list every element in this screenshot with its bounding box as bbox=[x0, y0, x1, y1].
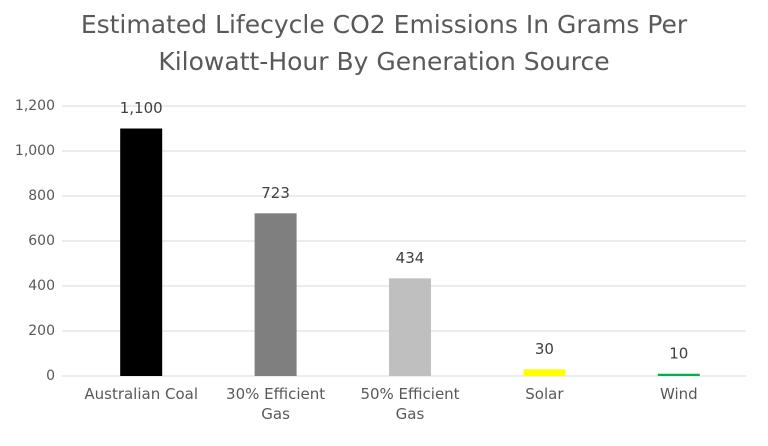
value-label: 10 bbox=[669, 344, 688, 362]
x-tick-label: Wind bbox=[659, 385, 698, 403]
x-tick-label: Australian Coal bbox=[84, 385, 198, 403]
value-label: 723 bbox=[261, 184, 290, 202]
x-tick-label: Solar bbox=[525, 385, 564, 403]
bar bbox=[120, 128, 163, 376]
value-label: 1,100 bbox=[120, 99, 163, 117]
y-tick-label: 0 bbox=[46, 368, 55, 384]
bar bbox=[523, 369, 566, 376]
y-tick-label: 600 bbox=[28, 233, 55, 249]
value-label: 30 bbox=[535, 340, 554, 358]
bar bbox=[389, 278, 431, 376]
y-tick-label: 200 bbox=[28, 323, 55, 339]
y-tick-label: 800 bbox=[28, 188, 55, 204]
x-tick-label: 50% Efficient Gas bbox=[360, 385, 460, 423]
y-tick-label: 1,200 bbox=[15, 98, 55, 114]
y-tick-label: 400 bbox=[28, 278, 55, 294]
chart-title: Estimated Lifecycle CO2 Emissions In Gra… bbox=[80, 10, 688, 76]
x-tick-label: 30% Efficient Gas bbox=[226, 385, 326, 423]
y-tick-label: 1,000 bbox=[15, 143, 55, 159]
bar bbox=[657, 373, 700, 376]
bar bbox=[254, 213, 297, 376]
value-label: 434 bbox=[396, 249, 425, 267]
